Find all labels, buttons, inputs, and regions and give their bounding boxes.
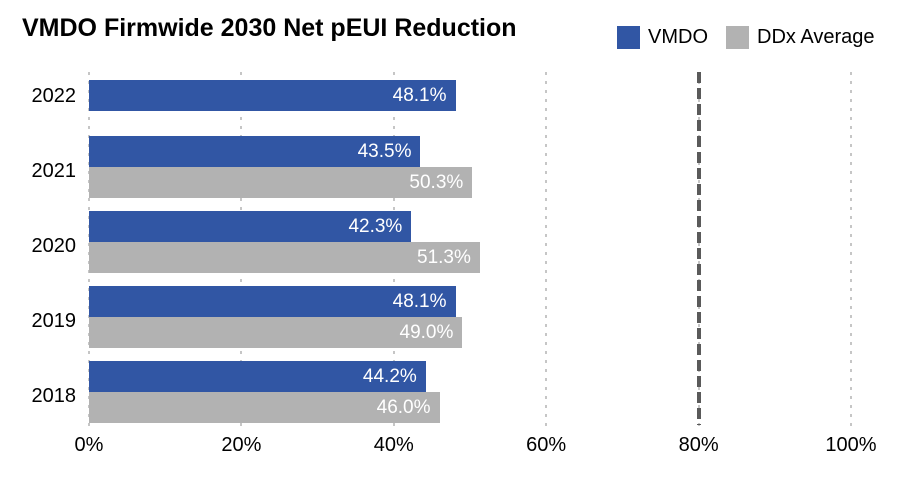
legend-label-vmdo: VMDO	[648, 25, 708, 48]
x-tick-label-20%: 20%	[221, 434, 262, 456]
bar-vmdo-2018: 44.2%	[89, 361, 426, 392]
legend-swatch-vmdo	[617, 25, 640, 49]
bar-vmdo-2020: 42.3%	[89, 211, 412, 242]
legend-item-ddx-average: DDx Average	[726, 25, 875, 49]
legend-label-ddx-average: DDx Average	[757, 25, 875, 48]
bar-value-label: 48.1%	[392, 291, 447, 312]
target-reference-line-80pct	[696, 72, 701, 425]
legend-item-vmdo: VMDO	[617, 25, 708, 49]
bar-value-label: 44.2%	[362, 366, 417, 387]
gridline-60%	[545, 72, 548, 426]
bar-value-label: 50.3%	[409, 172, 464, 193]
bar-value-label: 43.5%	[357, 141, 412, 162]
category-label-2021: 2021	[31, 160, 77, 182]
bar-value-label: 51.3%	[417, 247, 471, 268]
x-tick-label-80%: 80%	[678, 434, 719, 456]
x-tick-label-0%: 0%	[74, 434, 104, 456]
category-label-2018: 2018	[31, 385, 77, 407]
bar-ddx-average-2018: 46.0%	[89, 392, 440, 423]
bar-vmdo-2019: 48.1%	[89, 286, 456, 317]
category-label-2022: 2022	[31, 84, 77, 107]
bar-vmdo-2022: 48.1%	[89, 80, 456, 111]
chart-title: VMDO Firmwide 2030 Net pEUI Reduction	[22, 14, 517, 42]
bar-ddx-average-2019: 49.0%	[89, 317, 463, 348]
bar-value-label: 48.1%	[392, 85, 447, 106]
legend-swatch-ddx-average	[726, 25, 749, 49]
gridline-100%	[850, 72, 852, 426]
x-tick-label-40%: 40%	[373, 434, 414, 456]
category-label-2019: 2019	[31, 310, 77, 332]
bar-ddx-average-2020: 51.3%	[89, 242, 480, 273]
legend: VMDO DDx Average	[617, 24, 874, 50]
bar-value-label: 49.0%	[399, 322, 454, 343]
bar-vmdo-2021: 43.5%	[89, 136, 421, 167]
bar-value-label: 46.0%	[376, 397, 431, 418]
x-tick-label-60%: 60%	[526, 434, 567, 456]
x-tick-label-100%: 100%	[825, 434, 877, 456]
bar-value-label: 42.3%	[348, 216, 403, 237]
bar-ddx-average-2021: 50.3%	[89, 167, 473, 198]
category-label-2020: 2020	[31, 235, 77, 257]
